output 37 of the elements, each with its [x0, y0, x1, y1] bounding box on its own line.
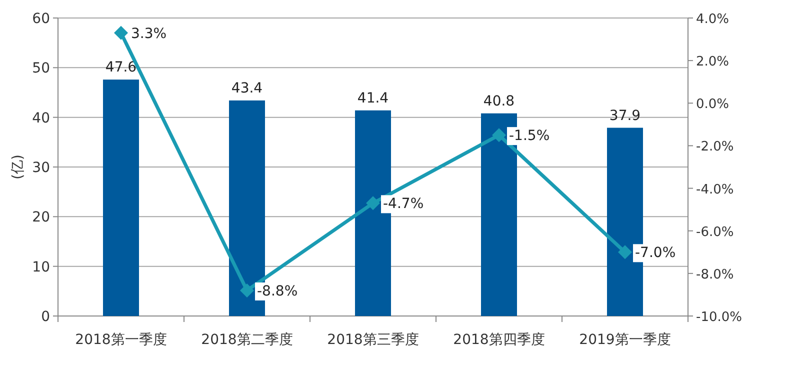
x-tick-label: 2018第一季度 — [75, 332, 167, 348]
data-label: 47.6 — [105, 60, 137, 76]
data-label: -8.8% — [257, 283, 298, 300]
x-tick-label: 2018第四季度 — [453, 332, 545, 348]
bar — [103, 80, 139, 316]
y2-tick-label: -10.0% — [696, 310, 742, 325]
y2-tick-label: -4.0% — [696, 182, 734, 198]
y-tick-label: 40 — [32, 110, 50, 126]
data-label: 41.4 — [357, 90, 389, 106]
data-label: 43.4 — [231, 80, 263, 96]
data-label: -7.0% — [635, 245, 676, 262]
y2-tick-label: 4.0% — [696, 12, 730, 27]
y2-tick-label: -6.0% — [696, 224, 734, 240]
y-tick-label: 0 — [41, 309, 50, 325]
x-tick-label: 2018第二季度 — [201, 332, 293, 348]
y2-tick-label: -8.0% — [696, 267, 734, 282]
y-tick-label: 60 — [32, 11, 50, 27]
data-label: 3.3% — [131, 26, 167, 42]
data-label: -1.5% — [509, 128, 550, 144]
x-tick-label: 2019第一季度 — [579, 332, 671, 348]
y-tick-label: 30 — [32, 160, 50, 176]
y-tick-label: 10 — [32, 259, 50, 276]
data-label: -4.7% — [383, 196, 424, 212]
y-axis-title: (亿) — [10, 154, 26, 180]
y-tick-label: 50 — [32, 60, 50, 77]
y2-tick-label: 0.0% — [696, 97, 730, 112]
point — [366, 196, 380, 210]
point — [114, 26, 128, 40]
data-label: 37.9 — [609, 108, 641, 124]
y2-tick-label: -2.0% — [696, 140, 734, 155]
y-tick-label: 20 — [32, 210, 50, 226]
point — [492, 128, 506, 142]
y2-tick-label: 2.0% — [696, 54, 730, 70]
x-tick-label: 2018第三季度 — [327, 332, 419, 348]
data-label: 40.8 — [483, 93, 515, 110]
point — [240, 283, 254, 298]
point — [618, 245, 632, 260]
